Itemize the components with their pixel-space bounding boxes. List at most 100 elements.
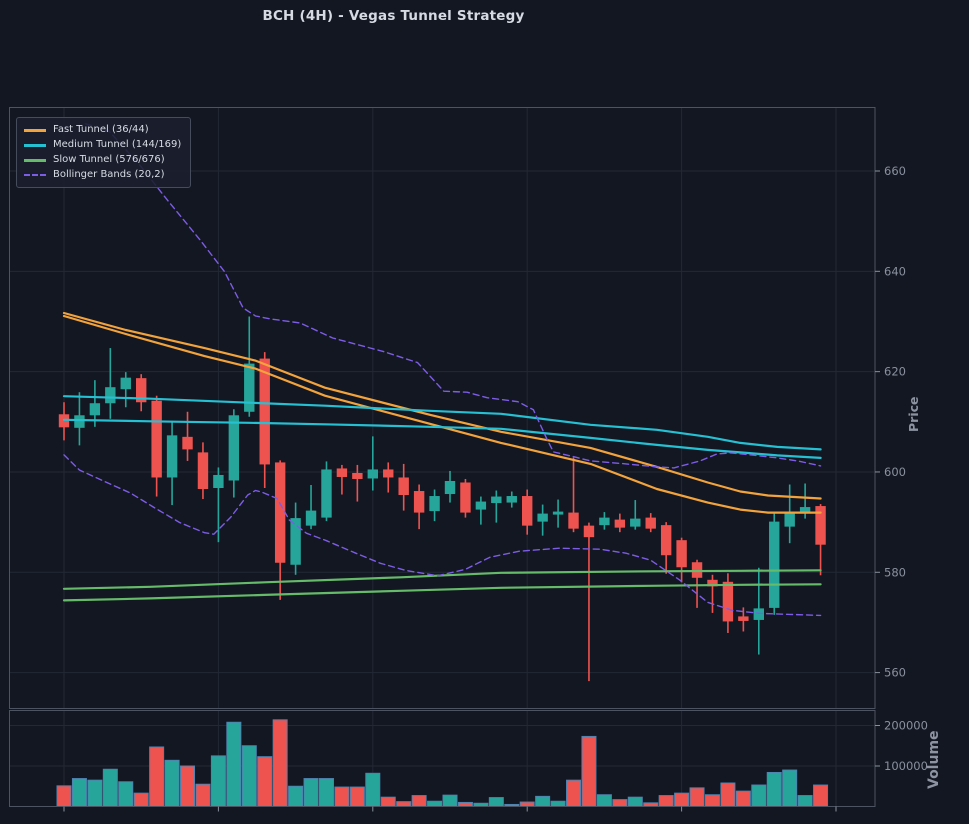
- legend-item-label: Medium Tunnel (144/169): [53, 139, 182, 150]
- volume-bar: [102, 768, 118, 807]
- volume-bar: [442, 794, 458, 807]
- price-panel-border: [9, 107, 876, 709]
- volume-bar: [396, 801, 412, 808]
- volume-bar: [411, 795, 427, 808]
- volume-bar: [457, 801, 473, 808]
- legend-line-swatch: [24, 158, 46, 162]
- legend-item: Medium Tunnel (144/169): [24, 138, 181, 152]
- candle-body: [491, 496, 502, 504]
- volume-bar: [349, 786, 365, 807]
- volume-bar: [71, 778, 87, 807]
- legend-item-label: Bollinger Bands (20,2): [53, 169, 165, 180]
- candle-body: [522, 496, 533, 526]
- price-tick-label: 660: [884, 164, 906, 178]
- volume-panel-border: [9, 710, 876, 807]
- candle-body: [182, 436, 193, 450]
- candle-body: [398, 477, 409, 496]
- axis-ticks: 560 580 600 620 640 660 100000 200000: [63, 164, 928, 812]
- volume-bar: [674, 792, 690, 808]
- candle-body: [244, 363, 255, 412]
- volume-bar: [689, 787, 705, 807]
- candle-body: [120, 377, 131, 390]
- volume-bar: [210, 755, 226, 807]
- volume-bar: [272, 719, 288, 808]
- volume-bar: [365, 772, 381, 807]
- volume-bar: [766, 771, 782, 807]
- volume-bar: [164, 759, 180, 808]
- candle-body: [614, 519, 626, 528]
- candle-body: [74, 415, 85, 428]
- volume-bar: [56, 785, 72, 807]
- candle-body: [475, 501, 487, 510]
- volume-tick-label: 100000: [884, 759, 928, 773]
- legend-line-swatch: [24, 128, 46, 132]
- candle-body: [151, 400, 162, 478]
- candle-body: [583, 525, 595, 538]
- axes-spines: [9, 107, 876, 807]
- price-tick-label: 640: [884, 264, 906, 278]
- volume-bar: [581, 735, 597, 807]
- candle-body: [429, 496, 440, 512]
- candle-body: [105, 387, 116, 404]
- legend-item-label: Slow Tunnel (576/676): [53, 154, 165, 165]
- candle-body: [305, 510, 317, 526]
- candle-body: [599, 517, 610, 526]
- legend-item-label: Fast Tunnel (36/44): [53, 124, 149, 135]
- candle-body: [197, 452, 209, 490]
- candle-body: [630, 518, 641, 527]
- candle-body: [799, 507, 811, 514]
- gridlines: [9, 107, 875, 807]
- candle-body: [815, 506, 826, 545]
- candle-body: [660, 525, 672, 556]
- volume-bar: [782, 769, 798, 807]
- volume-bar: [612, 799, 628, 807]
- candle-body: [568, 512, 579, 529]
- volume-bar: [704, 794, 720, 808]
- price-tick-label: 580: [884, 565, 906, 579]
- volume-bar: [797, 795, 813, 808]
- candle-body: [352, 472, 363, 479]
- candle-body: [552, 511, 564, 515]
- volume-bar: [488, 797, 504, 808]
- candle-body: [506, 496, 517, 503]
- candle-body: [645, 517, 656, 529]
- candle-body: [753, 608, 764, 620]
- bollinger-bands-line-1: [84, 123, 822, 469]
- price-tick-label: 600: [884, 465, 906, 479]
- volume-bar: [303, 778, 319, 807]
- candle-body: [166, 435, 178, 478]
- candle-body: [707, 579, 718, 587]
- volume-bar: [195, 783, 211, 807]
- candle-body: [769, 521, 780, 608]
- volume-bar: [427, 800, 443, 807]
- volume-bars: [56, 719, 829, 808]
- slow-tunnel-line-1: [62, 569, 822, 590]
- volume-bar: [627, 796, 643, 807]
- volume-bar: [596, 794, 612, 808]
- volume-bar: [87, 779, 103, 807]
- volume-bar: [318, 778, 334, 807]
- candle-body: [383, 469, 394, 478]
- candle-body: [259, 358, 270, 465]
- fast-tunnel-line-1: [62, 311, 822, 500]
- candle-body: [136, 378, 147, 403]
- price-tick-label: 620: [884, 365, 906, 379]
- legend-item: Fast Tunnel (36/44): [24, 123, 181, 137]
- volume-bar: [334, 786, 350, 807]
- volume-bar: [751, 784, 767, 807]
- volume-bar: [149, 746, 165, 808]
- volume-bar: [550, 800, 566, 807]
- volume-bar: [813, 784, 829, 807]
- candle-body: [537, 513, 548, 522]
- bollinger-bands-line-2: [63, 454, 822, 617]
- medium-tunnel-line-2: [62, 418, 822, 459]
- candle-body: [89, 403, 101, 416]
- volume-bar: [257, 756, 273, 807]
- fast-tunnel-line-2: [62, 314, 822, 514]
- volume-bar: [380, 796, 396, 807]
- legend: Fast Tunnel (36/44) Medium Tunnel (144/16…: [16, 117, 192, 188]
- legend-item: Slow Tunnel (576/676): [24, 153, 181, 167]
- candle-body: [676, 540, 687, 568]
